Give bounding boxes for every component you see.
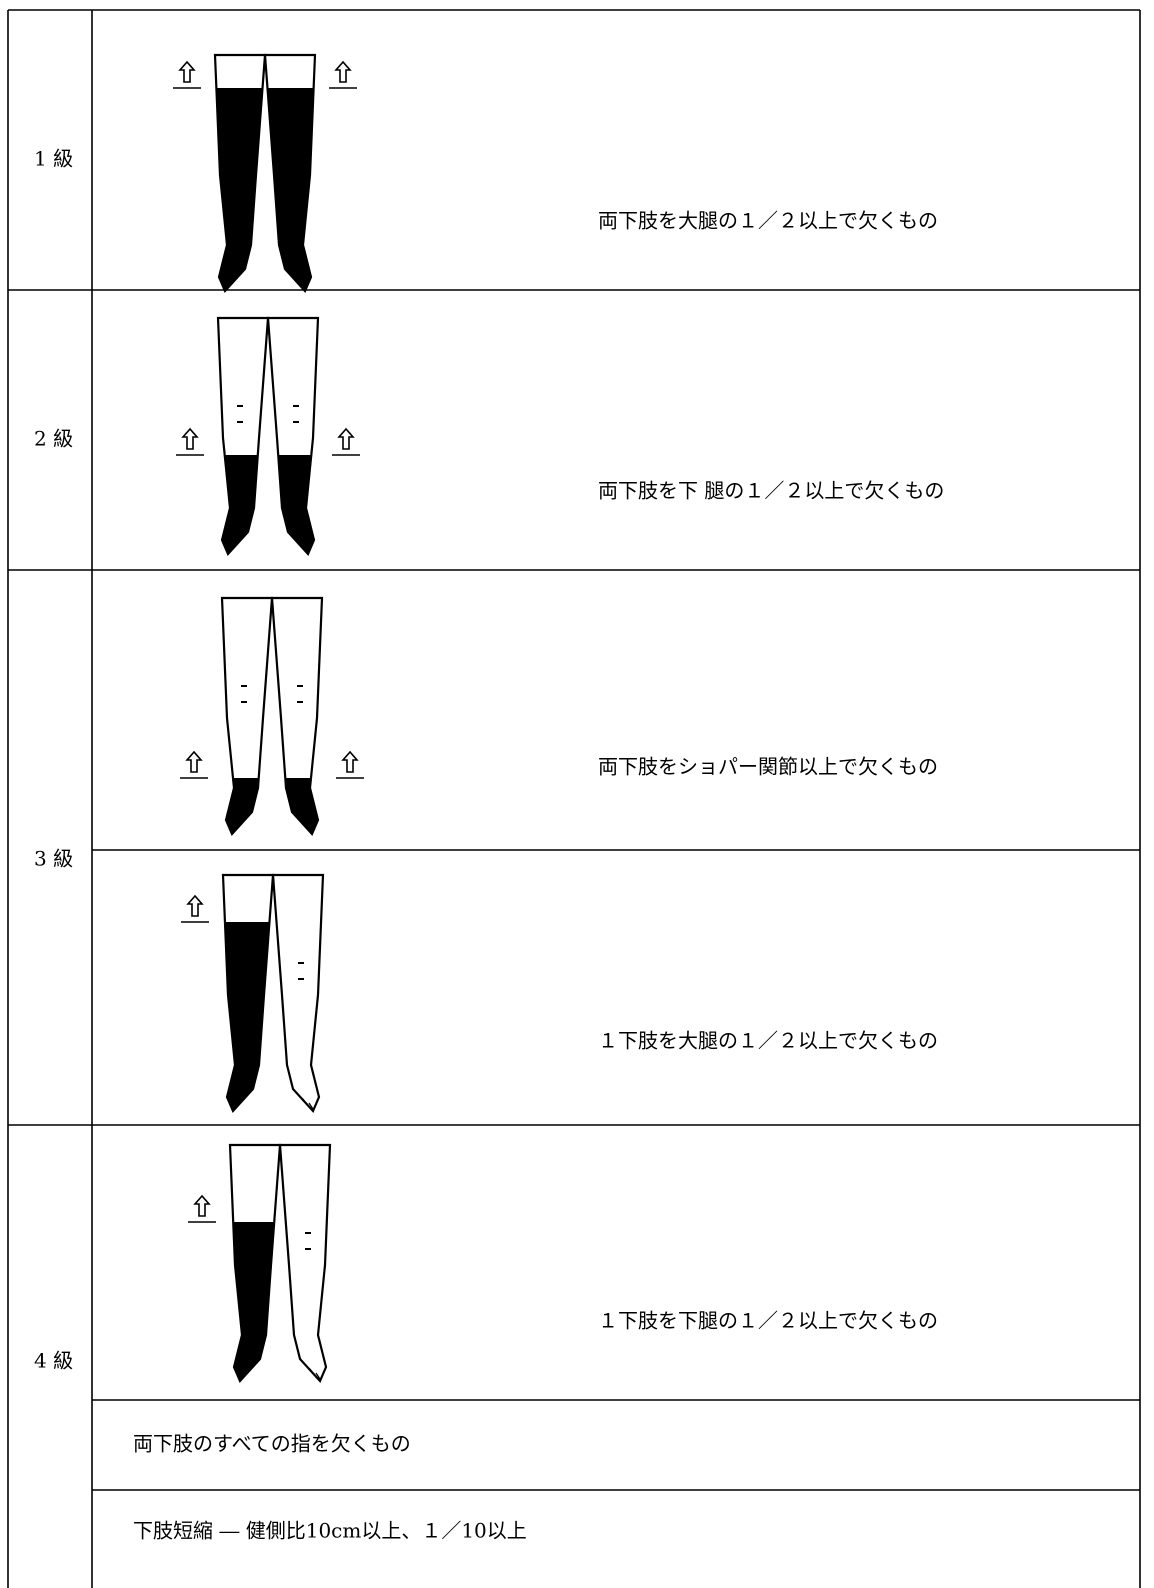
description: 下肢短縮 ― 健側比10cm以上、１／10以上 xyxy=(133,1519,527,1543)
grade-label: 1 級 xyxy=(34,147,73,171)
toes xyxy=(309,1368,321,1380)
description: 両下肢をショパー関節以上で欠くもの xyxy=(598,755,938,779)
knee-mark xyxy=(237,405,243,423)
leg-figures xyxy=(173,53,364,1384)
table-rules xyxy=(7,9,1141,1588)
grade-label: 3 級 xyxy=(34,847,73,871)
leg-outline xyxy=(271,873,325,1114)
description: １下肢を下腿の１／２以上で欠くもの xyxy=(598,1309,938,1333)
knee-mark xyxy=(298,962,304,980)
description: 両下肢のすべての指を欠くもの xyxy=(133,1432,411,1456)
up-arrow xyxy=(337,427,355,450)
knee-mark xyxy=(241,685,247,703)
grade-labels: 1 級 2 級 3 級 4 級 xyxy=(34,147,73,1373)
knee-mark xyxy=(305,1232,311,1250)
toes xyxy=(302,1098,314,1110)
descriptions: 両下肢を大腿の１／２以上で欠くもの 両下肢を下 腿の１／２以上で欠くもの 両下肢… xyxy=(133,209,944,1543)
up-arrow xyxy=(334,60,352,83)
description: 両下肢を下 腿の１／２以上で欠くもの xyxy=(598,479,944,503)
description: 両下肢を大腿の１／２以上で欠くもの xyxy=(598,209,938,233)
up-arrow xyxy=(185,750,203,773)
amputated-part xyxy=(285,778,318,834)
leg-outline xyxy=(278,1143,332,1384)
up-arrow xyxy=(186,894,204,917)
grade-label: 4 級 xyxy=(34,1349,73,1373)
knee-mark xyxy=(293,405,299,423)
amputated-part xyxy=(233,1222,275,1381)
amputated-part xyxy=(216,88,263,291)
up-arrow xyxy=(193,1194,211,1217)
amputated-part xyxy=(224,922,270,1111)
amputated-part xyxy=(222,455,258,554)
description: １下肢を大腿の１／２以上で欠くもの xyxy=(598,1029,938,1053)
up-arrow xyxy=(341,750,359,773)
amputated-part xyxy=(278,455,314,554)
amputated-part xyxy=(267,88,314,291)
grade-label: 2 級 xyxy=(34,427,73,451)
up-arrow xyxy=(178,60,196,83)
up-arrow xyxy=(181,427,199,450)
knee-mark xyxy=(297,685,303,703)
amputated-part xyxy=(226,778,259,834)
